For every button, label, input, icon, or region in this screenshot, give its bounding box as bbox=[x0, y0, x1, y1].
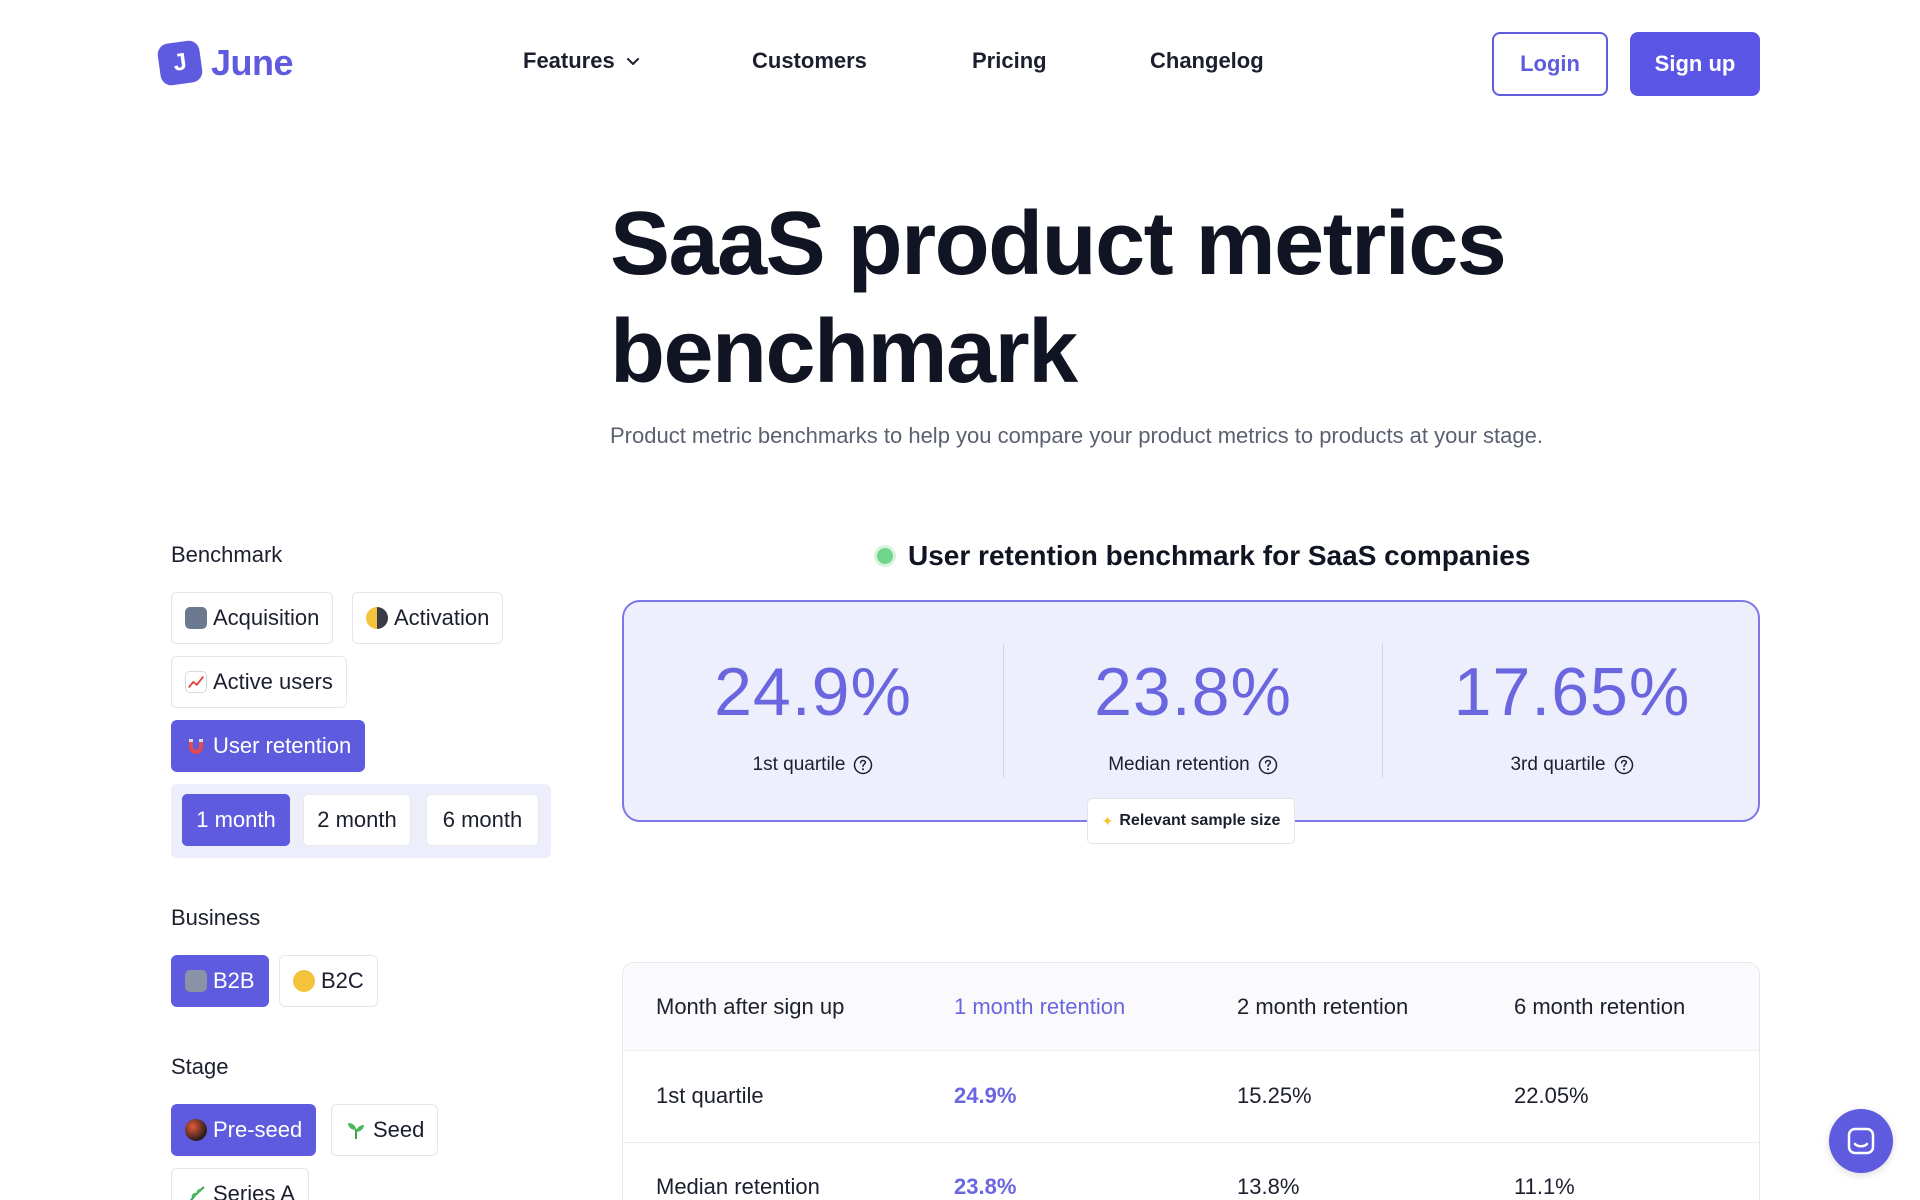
table-cell: 15.25% bbox=[1237, 1083, 1312, 1108]
stat-value: 23.8% bbox=[1094, 654, 1292, 730]
column-header: 6 month retention bbox=[1514, 994, 1686, 1019]
stat-value: 24.9% bbox=[714, 654, 912, 730]
sample-size-label: Relevant sample size bbox=[1119, 812, 1281, 829]
stage-seed-label: Seed bbox=[373, 1117, 425, 1142]
stat-label-row: 3rd quartile bbox=[1383, 754, 1761, 776]
column-header: 1 month retention bbox=[954, 994, 1126, 1019]
table-header: Month after sign up 1 month retention 2 … bbox=[623, 963, 1759, 1051]
business-section-label: Business bbox=[171, 905, 261, 930]
stage-series-a[interactable]: Series A bbox=[171, 1168, 309, 1200]
nav-customers[interactable]: Customers bbox=[752, 48, 867, 74]
benchmark-acquisition-label: Acquisition bbox=[213, 605, 320, 630]
help-icon[interactable] bbox=[853, 755, 873, 775]
benchmark-active-users-label: Active users bbox=[213, 669, 333, 694]
column-header: 2 month retention bbox=[1237, 994, 1409, 1019]
chart-up-icon bbox=[185, 671, 207, 693]
retention-table: Month after sign up 1 month retention 2 … bbox=[622, 962, 1760, 1200]
login-button[interactable]: Login bbox=[1492, 32, 1608, 96]
benchmark-heading-text: User retention benchmark for SaaS compan… bbox=[908, 540, 1531, 571]
benchmark-user-retention-label: User retention bbox=[213, 733, 352, 758]
stage-seed[interactable]: Seed bbox=[331, 1104, 439, 1156]
sparkles-icon: ✦ bbox=[1101, 812, 1114, 829]
chevron-down-icon bbox=[626, 58, 639, 65]
stage-series-a-label: Series A bbox=[213, 1181, 295, 1200]
nav-features-label: Features bbox=[523, 48, 615, 73]
table-cell: 23.8% bbox=[954, 1174, 1017, 1199]
june-logo[interactable]: J June bbox=[156, 39, 294, 87]
nav-features[interactable]: Features bbox=[523, 48, 641, 74]
business-b2c-label: B2C bbox=[321, 968, 364, 993]
table-cell: 13.8% bbox=[1237, 1174, 1300, 1199]
sample-size-badge: ✦ Relevant sample size bbox=[1087, 798, 1295, 844]
table-cell: 1st quartile bbox=[656, 1083, 764, 1108]
stat-value: 17.65% bbox=[1453, 654, 1691, 730]
table-cell: Median retention bbox=[656, 1174, 820, 1199]
benchmark-acquisition[interactable]: Acquisition bbox=[171, 592, 334, 644]
benchmark-user-retention[interactable]: User retention bbox=[171, 720, 366, 772]
stat-label-row: 1st quartile bbox=[624, 754, 1002, 776]
benchmark-activation[interactable]: Activation bbox=[352, 592, 504, 644]
stage-section-label: Stage bbox=[171, 1054, 229, 1079]
chat-launcher-button[interactable] bbox=[1829, 1109, 1893, 1173]
benchmark-section-label: Benchmark bbox=[171, 542, 283, 567]
business-b2b-label: B2B bbox=[213, 968, 255, 993]
month-option-1[interactable]: 1 month bbox=[182, 794, 290, 846]
nav-pricing[interactable]: Pricing bbox=[972, 48, 1047, 74]
nav-changelog[interactable]: Changelog bbox=[1150, 48, 1264, 74]
half-moon-icon bbox=[366, 607, 388, 629]
business-b2c[interactable]: B2C bbox=[279, 955, 378, 1007]
help-icon[interactable] bbox=[1258, 755, 1278, 775]
row-divider bbox=[623, 1142, 1759, 1143]
signup-button[interactable]: Sign up bbox=[1630, 32, 1760, 96]
logo-text: June bbox=[211, 42, 294, 83]
stage-pre-seed[interactable]: Pre-seed bbox=[171, 1104, 317, 1156]
stat-label: Median retention bbox=[1108, 754, 1250, 775]
benchmark-activation-label: Activation bbox=[394, 605, 490, 630]
table-cell: 11.1% bbox=[1514, 1174, 1575, 1199]
nav-changelog-label: Changelog bbox=[1150, 48, 1264, 73]
page-subtitle: Product metric benchmarks to help you co… bbox=[610, 423, 1543, 448]
stage-pre-seed-label: Pre-seed bbox=[213, 1117, 303, 1142]
new-badge-icon bbox=[185, 607, 207, 629]
office-building-icon bbox=[185, 970, 207, 992]
seedling-icon bbox=[348, 1123, 364, 1139]
stat-divider bbox=[1382, 644, 1383, 778]
chat-icon bbox=[1847, 1127, 1875, 1155]
stat-label-row: Median retention bbox=[1004, 754, 1382, 776]
benchmark-card: 24.9% 1st quartile 23.8% Median retentio… bbox=[622, 600, 1760, 822]
benchmark-heading: User retention benchmark for SaaS compan… bbox=[874, 540, 1530, 572]
stat-divider bbox=[1003, 644, 1004, 778]
smiley-icon bbox=[293, 970, 315, 992]
bowling-ball-icon bbox=[185, 1119, 207, 1141]
retention-month-selector: 1 month 2 month 6 month bbox=[171, 784, 551, 858]
nav-customers-label: Customers bbox=[752, 48, 867, 73]
herb-icon bbox=[189, 1186, 205, 1200]
stat-median: 23.8% Median retention bbox=[1004, 652, 1382, 776]
column-header: Month after sign up bbox=[656, 994, 845, 1019]
business-b2b[interactable]: B2B bbox=[171, 955, 269, 1007]
help-icon[interactable] bbox=[1614, 755, 1634, 775]
main-nav: Features Customers Pricing Changelog bbox=[0, 48, 1920, 80]
table-cell: 22.05% bbox=[1514, 1083, 1589, 1108]
month-option-2[interactable]: 2 month bbox=[303, 794, 411, 846]
table-cell: 24.9% bbox=[954, 1083, 1017, 1108]
status-dot-icon bbox=[874, 545, 896, 567]
benchmark-active-users[interactable]: Active users bbox=[171, 656, 347, 708]
magnet-icon bbox=[189, 739, 203, 754]
page-title: SaaS product metrics benchmark bbox=[610, 194, 1507, 402]
stat-label: 1st quartile bbox=[752, 754, 846, 775]
stat-third-quartile: 17.65% 3rd quartile bbox=[1383, 652, 1761, 776]
month-option-6[interactable]: 6 month bbox=[426, 794, 539, 846]
site-header: J June Features Customers Pricing Change… bbox=[0, 0, 1920, 128]
stat-label: 3rd quartile bbox=[1510, 754, 1606, 775]
stat-first-quartile: 24.9% 1st quartile bbox=[624, 652, 1002, 776]
nav-pricing-label: Pricing bbox=[972, 48, 1047, 73]
